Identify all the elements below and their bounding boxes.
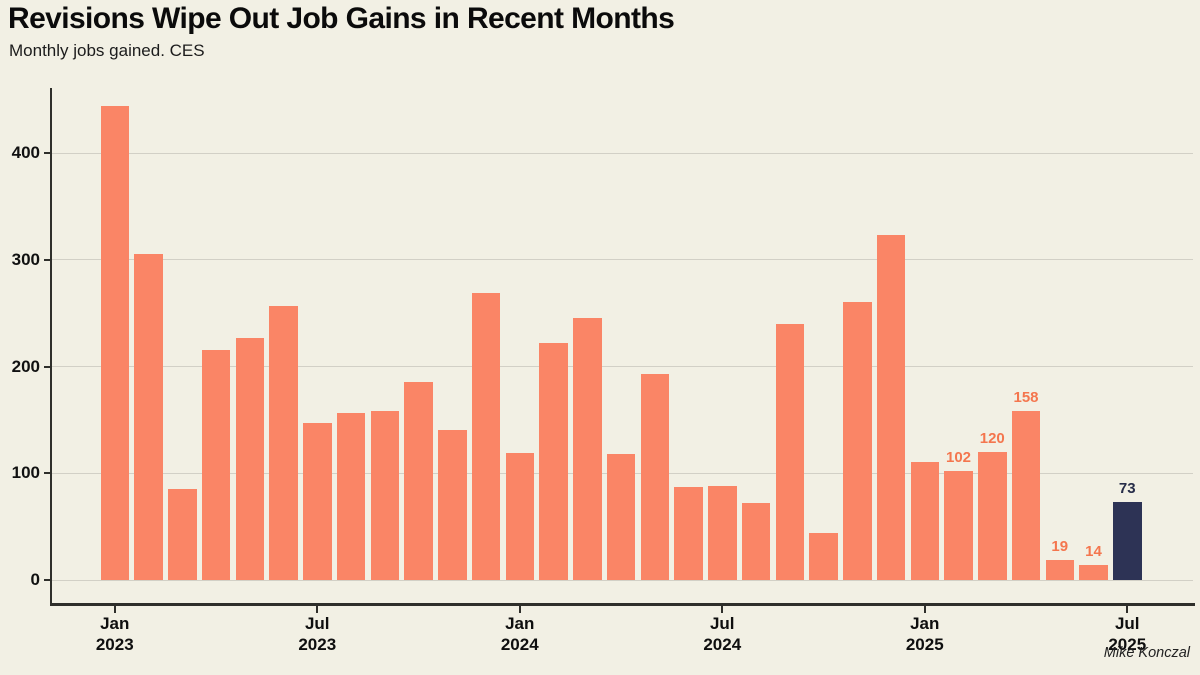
bar: [201, 349, 231, 580]
bar: [168, 489, 197, 580]
bar: [708, 486, 737, 580]
bar: [674, 487, 703, 580]
bar: [303, 423, 332, 580]
bar: [876, 235, 906, 580]
y-axis-tick-label: 100: [11, 463, 40, 483]
bar: [606, 454, 636, 580]
y-axis-tick-label: 300: [11, 249, 40, 269]
bar: [944, 471, 973, 580]
y-axis-tick-mark: [44, 579, 51, 581]
y-axis-tick-label: 400: [11, 143, 40, 163]
bar: [1045, 559, 1074, 580]
bar: [978, 451, 1007, 580]
bar: [539, 343, 568, 580]
bar: [438, 429, 467, 580]
x-axis-tick-mark: [113, 605, 116, 613]
bar: [1011, 411, 1041, 580]
bar: [741, 503, 771, 580]
y-axis-spine: [50, 88, 52, 605]
x-axis-tick-label: Jul 2024: [703, 614, 742, 654]
gridline: [51, 259, 1193, 261]
chart-title: Revisions Wipe Out Job Gains in Recent M…: [8, 2, 675, 35]
bar-value-label: 73: [1118, 480, 1136, 498]
bar: [404, 381, 433, 580]
bar-value-label: 102: [945, 449, 972, 467]
bar: [910, 461, 939, 580]
x-axis-tick-label: Jul 2025: [1108, 614, 1147, 654]
bar: [370, 411, 399, 580]
x-axis-spine: [50, 603, 1195, 606]
x-axis-tick-label: Jan 2023: [95, 614, 134, 654]
y-axis-tick-mark: [44, 258, 51, 261]
x-axis-tick-label: Jul 2023: [298, 614, 337, 654]
bar: [775, 323, 804, 580]
bar-value-label: 14: [1085, 543, 1102, 561]
attribution: Mike Konczal: [1103, 645, 1190, 661]
bar: [1113, 502, 1142, 580]
bar: [471, 293, 501, 580]
gridline: [51, 152, 1193, 154]
chart-subtitle: Monthly jobs gained. CES: [9, 41, 205, 60]
bar-value-label: 158: [1013, 389, 1039, 407]
y-axis-tick-mark: [44, 472, 51, 475]
bar: [134, 253, 163, 580]
x-axis-tick-mark: [316, 605, 319, 613]
gridline: [51, 366, 1193, 368]
x-axis-tick-mark: [1126, 605, 1129, 613]
y-axis-tick-label: 0: [30, 570, 40, 589]
x-axis-tick-label: Jan 2024: [500, 614, 539, 654]
x-axis-tick-mark: [518, 605, 521, 613]
bar: [640, 374, 669, 580]
y-axis-tick-label: 200: [11, 356, 40, 376]
x-axis-tick-label: Jan 2025: [905, 614, 944, 654]
bar-value-label: 120: [979, 429, 1005, 447]
bar: [573, 317, 602, 580]
bar: [809, 533, 838, 580]
bar: [100, 106, 129, 580]
x-axis-tick-mark: [923, 605, 926, 613]
x-axis-tick-mark: [721, 605, 724, 613]
bar-value-label: 19: [1051, 537, 1069, 555]
y-axis-tick-mark: [44, 152, 51, 155]
bar: [843, 301, 872, 580]
y-axis-tick-mark: [44, 365, 51, 368]
bar: [336, 412, 366, 580]
gridline: [51, 579, 1193, 581]
bar: [1079, 565, 1108, 580]
bar: [235, 337, 264, 580]
bar: [505, 453, 534, 580]
bar: [269, 305, 298, 580]
